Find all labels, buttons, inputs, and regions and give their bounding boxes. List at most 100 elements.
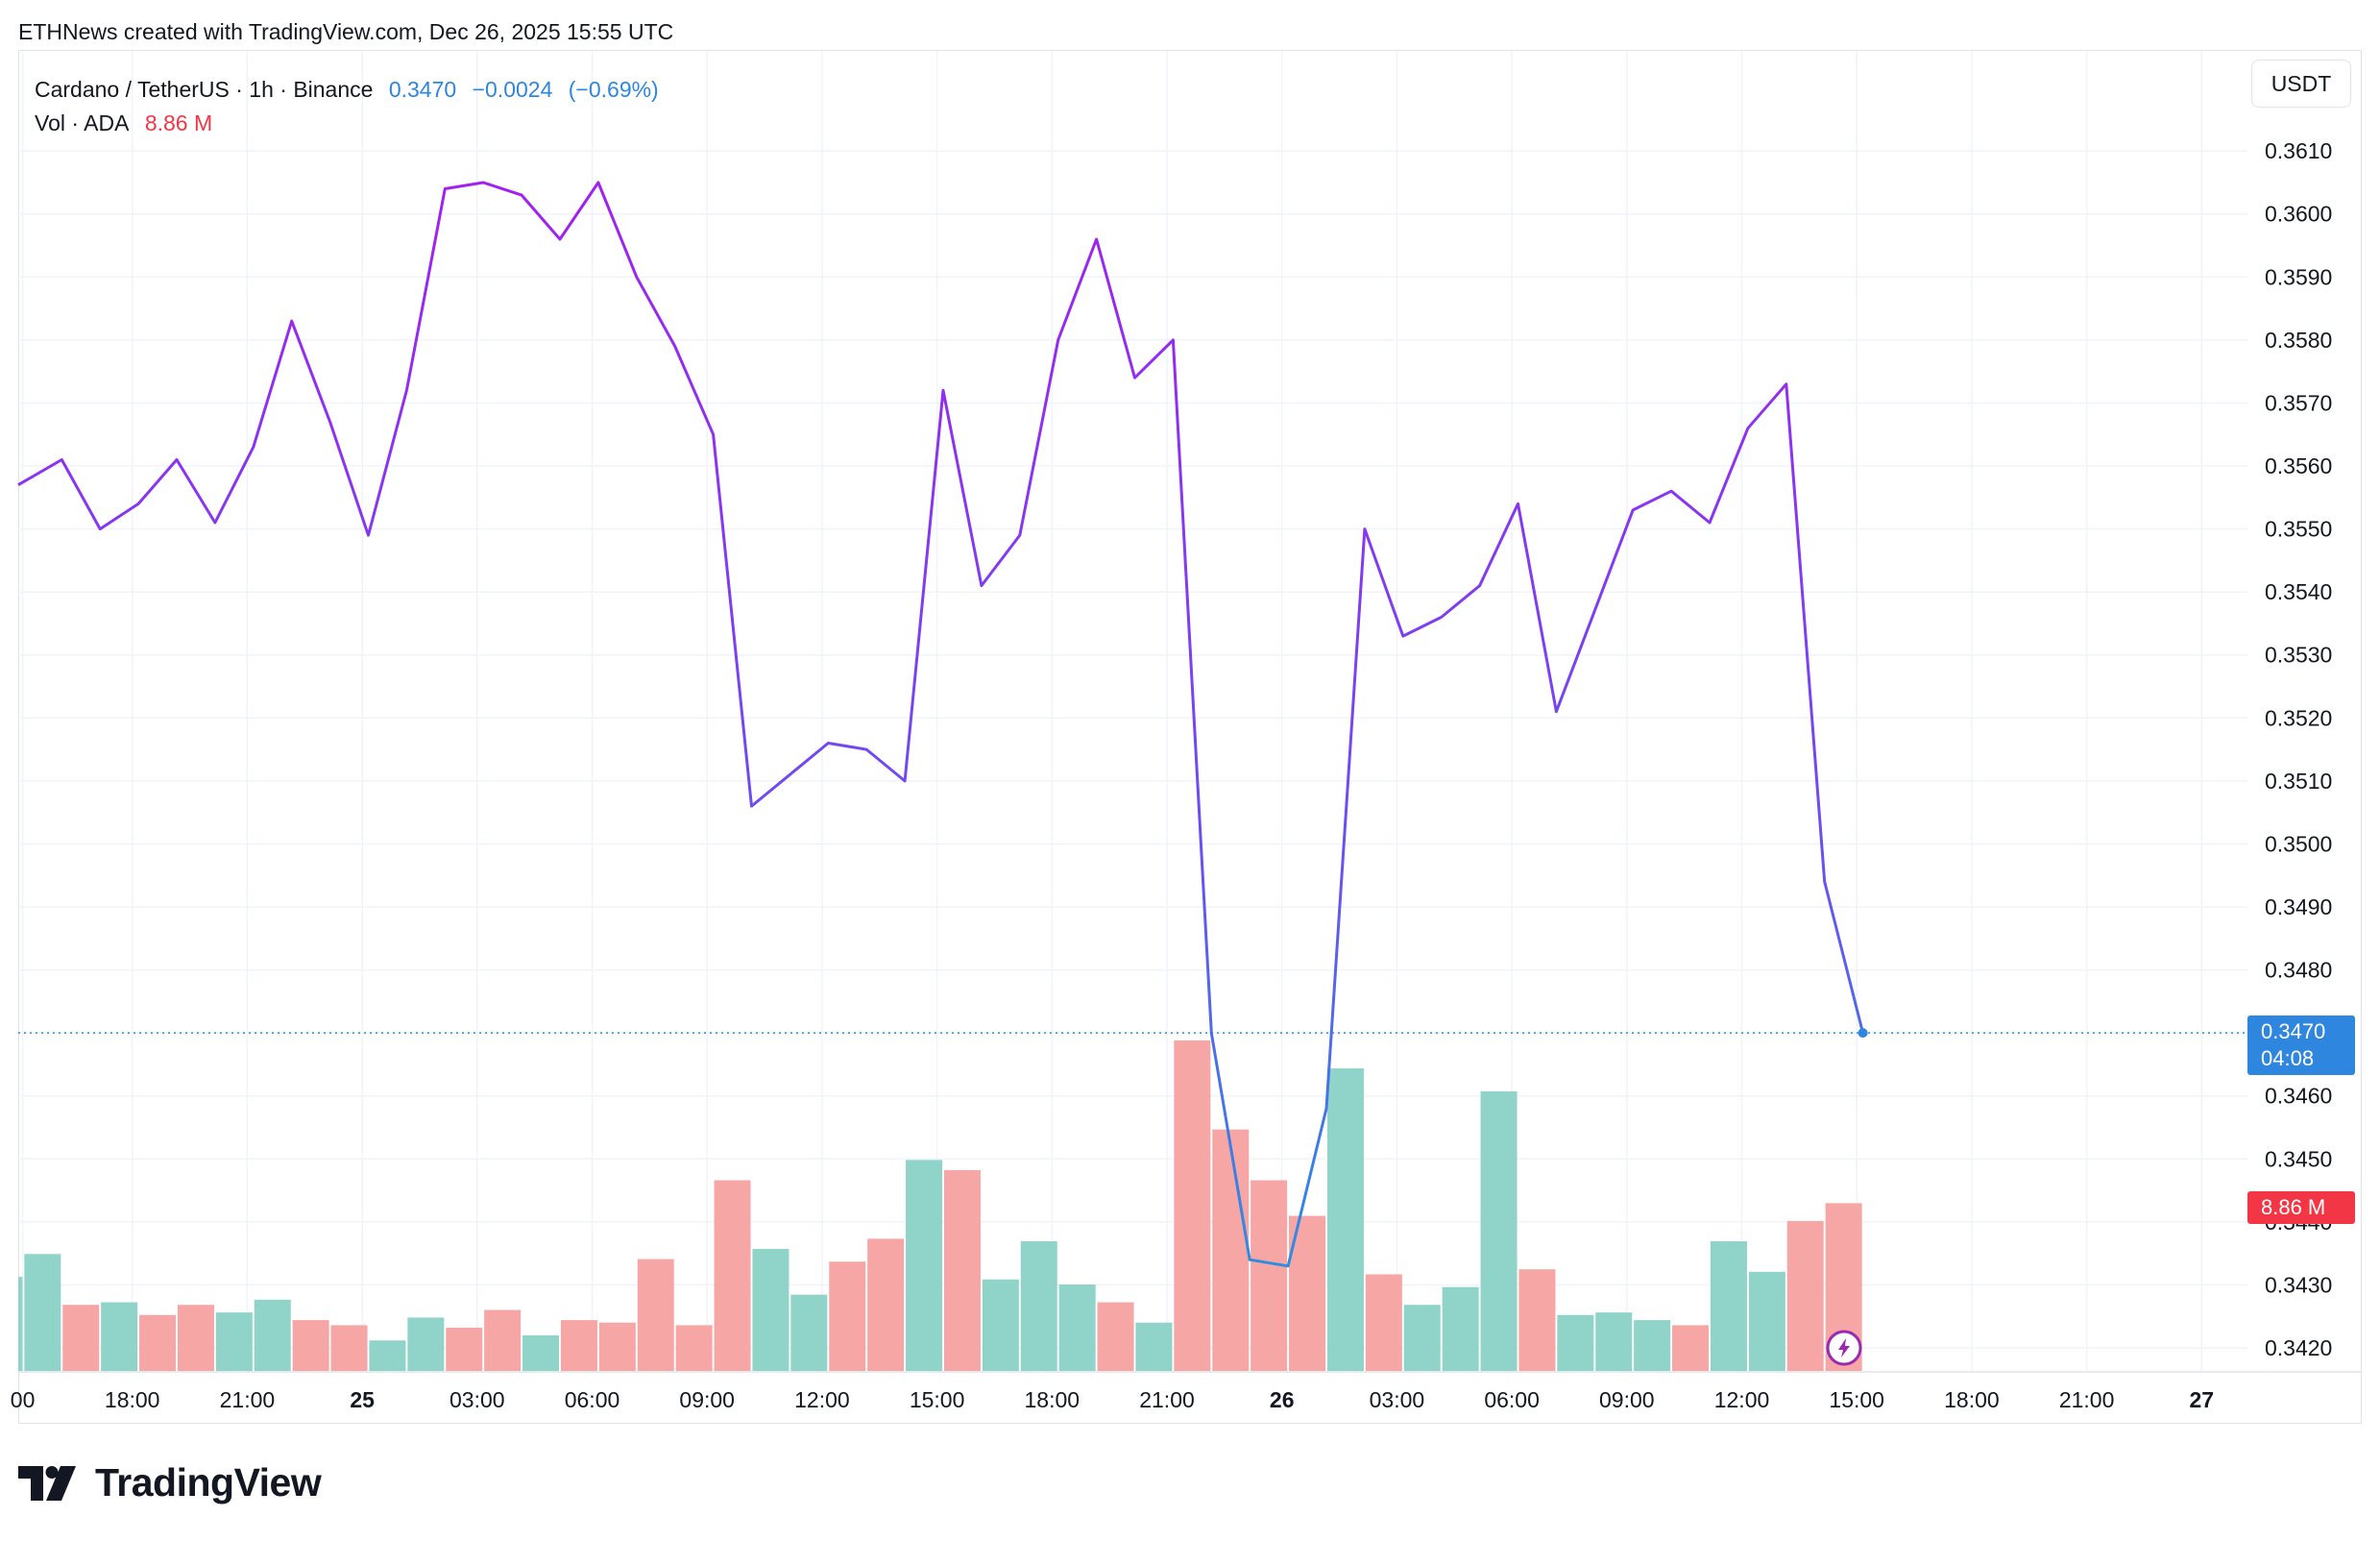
price-change-percent: (−0.69%) [568, 77, 659, 102]
time-tick-label: 21:00 [1139, 1387, 1195, 1412]
price-tick-label: 0.3540 [2265, 579, 2332, 604]
time-tick-label: 18:00 [1944, 1387, 2000, 1412]
price-tick-label: 0.3450 [2265, 1146, 2332, 1171]
lightning-icon[interactable] [1826, 1330, 1862, 1366]
last-price-tag: 0.3470 04:08 [2247, 1015, 2355, 1075]
volume-bar [1442, 1286, 1479, 1371]
volume-bar [1403, 1305, 1441, 1371]
volume-bar [1174, 1040, 1211, 1371]
price-tick-label: 0.3510 [2265, 769, 2332, 794]
price-tick-label: 0.3490 [2265, 894, 2332, 919]
volume-bar [1710, 1241, 1747, 1371]
volume-bar [829, 1261, 866, 1371]
volume-bar [1748, 1271, 1785, 1371]
legend-symbol-row: Cardano / TetherUS · 1h · Binance 0.3470… [35, 73, 668, 107]
volume-bar [943, 1169, 981, 1371]
volume-bar [101, 1302, 138, 1371]
volume-bar [369, 1340, 406, 1371]
price-tick-label: 0.3610 [2265, 138, 2332, 163]
volume-bar [62, 1305, 100, 1371]
price-tick-label: 0.3520 [2265, 705, 2332, 730]
volume-bar [407, 1317, 445, 1371]
last-price-tag-value: 0.3470 [2261, 1019, 2326, 1043]
price-tick-label: 0.3570 [2265, 390, 2332, 415]
time-axis[interactable]: 00 18:00 21:00 25 03:00 06:00 09:00 12:00 15:00 1… [11, 1387, 2214, 1412]
volume-bar [560, 1320, 597, 1371]
price-tick-label: 0.3460 [2265, 1084, 2332, 1109]
legend-volume-row: Vol · ADA 8.86 M [35, 107, 668, 140]
volume-bar [1786, 1220, 1824, 1371]
volume-bar [1595, 1312, 1633, 1371]
last-price-value: 0.3470 [388, 77, 457, 102]
volume-bar [598, 1322, 636, 1371]
time-tick-label: 09:00 [1599, 1387, 1655, 1412]
price-tick-label: 0.3560 [2265, 453, 2332, 478]
bar-countdown: 04:08 [2261, 1046, 2315, 1070]
chart-frame [18, 50, 2362, 1424]
volume-bar [1326, 1068, 1364, 1371]
volume-bar [215, 1312, 253, 1371]
volume-bar [330, 1325, 368, 1371]
volume-bar [1518, 1269, 1556, 1371]
time-tick-label: 06:00 [565, 1387, 620, 1412]
volume-bar [1058, 1284, 1096, 1371]
tradingview-logo-text: TradingView [95, 1460, 322, 1504]
price-tick-label: 0.3530 [2265, 643, 2332, 668]
price-axis[interactable]: 0.3420 0.3430 0.3450 0.3460 0.3480 0.3490 0.35… [2265, 138, 2332, 1360]
volume-bar [1097, 1302, 1134, 1371]
price-tick-label: 0.3480 [2265, 958, 2332, 983]
price-tick-label: 0.3550 [2265, 517, 2332, 542]
price-change-value: −0.0024 [472, 77, 553, 102]
time-tick-label: 27 [2190, 1387, 2215, 1412]
time-tick-label: 15:00 [1829, 1387, 1884, 1412]
volume-bar [1557, 1314, 1594, 1371]
volume-bars [18, 1040, 1862, 1371]
chart-credit: ETHNews created with TradingView.com, De… [18, 19, 674, 44]
volume-bar [24, 1254, 61, 1371]
time-tick-label: 21:00 [2059, 1387, 2115, 1412]
time-tick-label: 15:00 [910, 1387, 965, 1412]
volume-bar [906, 1160, 943, 1371]
volume-bar [982, 1279, 1019, 1371]
chart-legend: Cardano / TetherUS · 1h · Binance 0.3470… [35, 73, 668, 140]
volume-bar [675, 1325, 713, 1371]
time-tick-label: 06:00 [1484, 1387, 1540, 1412]
time-tick-label: 18:00 [1025, 1387, 1081, 1412]
time-tick-label: 12:00 [794, 1387, 850, 1412]
tradingview-logo[interactable]: TradingView [18, 1460, 322, 1505]
volume-bar [1672, 1325, 1710, 1371]
volume-label[interactable]: Vol · ADA [35, 110, 130, 135]
price-line-series [17, 181, 1868, 1268]
price-tick-label: 0.3500 [2265, 831, 2332, 856]
time-tick-label: 03:00 [1370, 1387, 1425, 1412]
volume-bar [139, 1314, 177, 1371]
volume-bar [484, 1309, 522, 1371]
volume-tag: 8.86 M [2247, 1191, 2355, 1224]
price-tick-label: 0.3590 [2265, 264, 2332, 289]
price-tick-label: 0.3580 [2265, 328, 2332, 353]
price-tick-label: 0.3600 [2265, 202, 2332, 227]
volume-bar [1251, 1180, 1288, 1371]
volume-bar [1135, 1322, 1173, 1371]
tradingview-logo-icon [18, 1465, 76, 1501]
volume-bar [446, 1328, 483, 1371]
price-series-line [17, 181, 1865, 1268]
volume-bar [867, 1238, 905, 1371]
time-tick-label: 21:00 [220, 1387, 276, 1412]
time-tick-label: 09:00 [679, 1387, 735, 1412]
symbol-title[interactable]: Cardano / TetherUS · 1h · Binance [35, 77, 374, 102]
currency-unit-button[interactable]: USDT [2251, 60, 2351, 108]
volume-bar [1634, 1320, 1671, 1371]
price-tick-label: 0.3430 [2265, 1272, 2332, 1297]
time-tick-label: 00 [11, 1387, 36, 1412]
volume-bar [177, 1305, 214, 1371]
volume-bar [292, 1320, 329, 1371]
volume-bar [752, 1248, 789, 1371]
last-price-dot [1858, 1028, 1868, 1039]
volume-bar [637, 1259, 674, 1371]
volume-bar [18, 1277, 23, 1371]
volume-bar [522, 1334, 560, 1371]
volume-bar [714, 1180, 751, 1371]
time-tick-label: 03:00 [449, 1387, 505, 1412]
